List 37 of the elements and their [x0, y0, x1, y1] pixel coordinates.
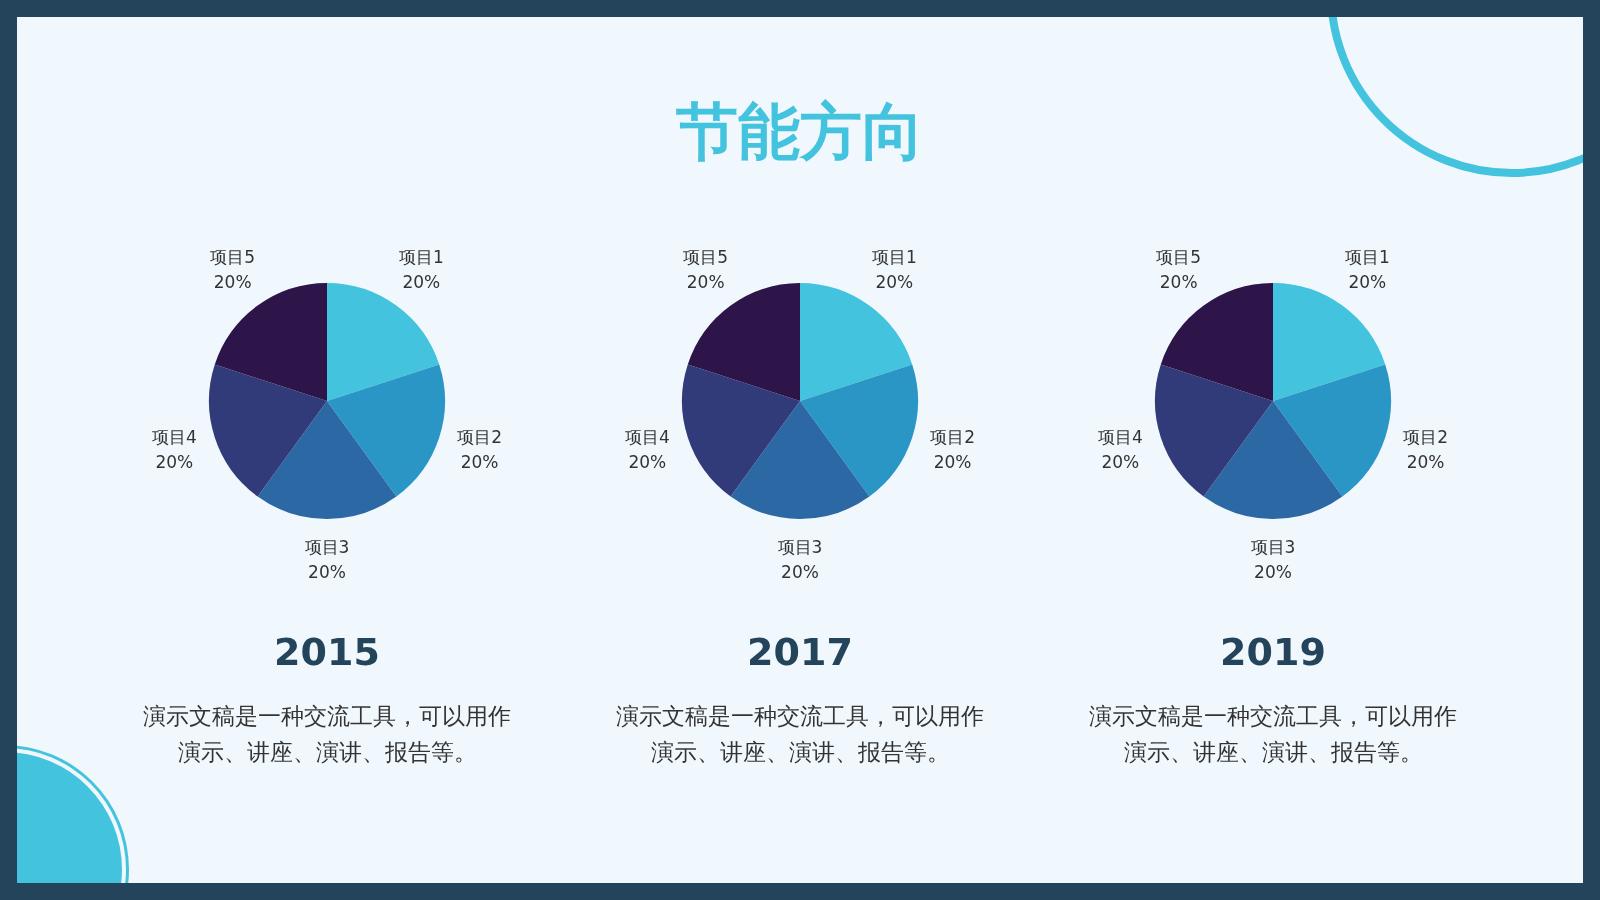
text: 演示文稿是一种交流工具，可以用作演示、讲座、演讲、报告等。 — [615, 702, 985, 767]
slice-label: 项目2 — [1403, 426, 1449, 447]
data-label: 20% — [628, 451, 667, 472]
slice-label: 项目1 — [1344, 247, 1390, 268]
text: 2017 — [746, 630, 854, 674]
data-label: 20% — [308, 562, 346, 583]
slice-label: 项目5 — [1156, 247, 1202, 268]
slice-label: 项目4 — [624, 426, 670, 447]
slice-label: 项目5 — [210, 247, 256, 268]
slice-label: 项目5 — [683, 247, 729, 268]
data-label: 20% — [686, 272, 725, 293]
slice-label: 项目1 — [398, 247, 444, 268]
text: 演示文稿是一种交流工具，可以用作演示、讲座、演讲、报告等。 — [142, 702, 512, 767]
data-label: 20% — [1254, 562, 1292, 583]
slice-label: 项目2 — [930, 426, 976, 447]
slice-label: 项目4 — [1097, 426, 1143, 447]
data-label: 20% — [875, 272, 914, 293]
slice-label: 项目3 — [304, 537, 350, 558]
text: 节能方向 — [675, 94, 925, 170]
data-label: 20% — [155, 451, 194, 472]
slice-label: 项目1 — [871, 247, 917, 268]
data-label: 20% — [781, 562, 819, 583]
data-label: 20% — [1159, 272, 1198, 293]
data-label: 20% — [933, 451, 972, 472]
slice-label: 项目2 — [457, 426, 503, 447]
text: 2019 — [1219, 630, 1327, 674]
data-label: 20% — [1101, 451, 1140, 472]
slice-label: 项目3 — [777, 537, 823, 558]
text: 演示文稿是一种交流工具，可以用作演示、讲座、演讲、报告等。 — [1088, 702, 1458, 767]
data-label: 20% — [1406, 451, 1445, 472]
data-label: 20% — [402, 272, 441, 293]
data-label: 20% — [1348, 272, 1387, 293]
data-label: 20% — [460, 451, 499, 472]
slice-label: 项目3 — [1250, 537, 1296, 558]
slice-label: 项目4 — [151, 426, 197, 447]
text: 2015 — [273, 630, 381, 674]
data-label: 20% — [213, 272, 252, 293]
